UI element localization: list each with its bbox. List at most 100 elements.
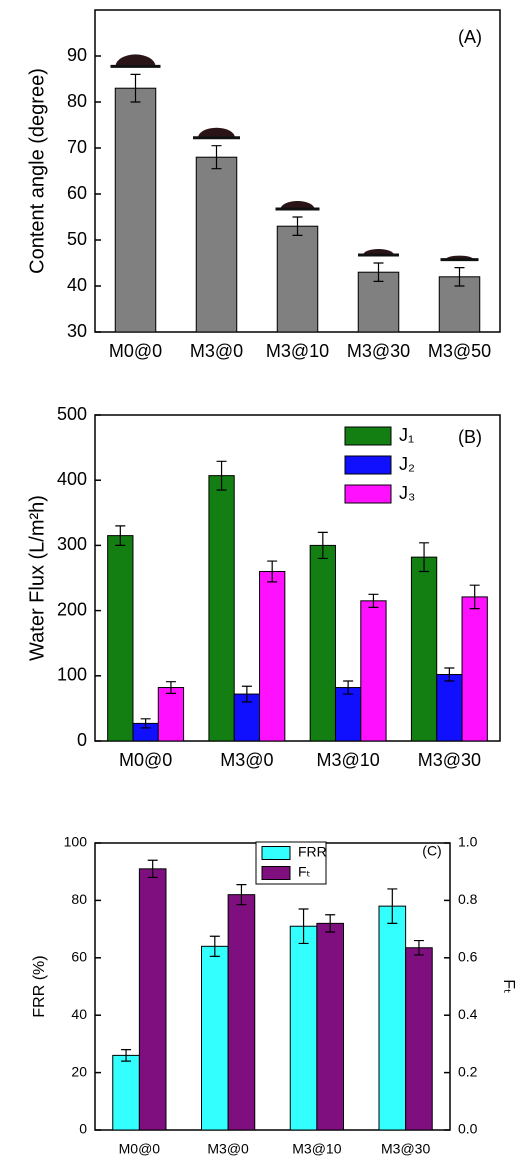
y-tick-label: 80 — [67, 91, 87, 111]
bar — [259, 570, 286, 742]
x-tick-label: M0@0 — [119, 1141, 161, 1157]
bar — [157, 687, 185, 742]
y-tick-label: 200 — [57, 599, 87, 619]
error-bar — [419, 542, 430, 573]
error-bar — [387, 888, 398, 924]
y2-tick-label: 0.2 — [458, 1063, 478, 1079]
x-tick-label: M3@30 — [381, 1141, 430, 1157]
error-bar — [343, 680, 354, 695]
error-bar — [216, 460, 227, 491]
y-tick-label: 100 — [57, 665, 87, 685]
error-bar — [413, 939, 424, 956]
error-bar — [130, 73, 141, 103]
error-bar — [325, 914, 336, 933]
error-bar — [368, 593, 379, 608]
error-bar — [121, 1049, 132, 1062]
bar — [410, 556, 438, 742]
bar — [436, 673, 463, 742]
legend-label: J₃ — [399, 483, 415, 503]
y2-tick-label: 0.8 — [458, 891, 478, 907]
legend-swatch — [344, 426, 392, 446]
y-tick-label: 0 — [77, 730, 87, 750]
error-bar — [147, 859, 158, 879]
error-bar — [444, 667, 455, 682]
bar — [227, 894, 256, 1131]
legend-swatch — [344, 484, 392, 504]
bar — [378, 905, 407, 1131]
y-tick-label: 80 — [71, 891, 87, 907]
error-bar — [292, 216, 303, 236]
x-tick-label: M3@50 — [428, 341, 491, 361]
y-tick-label: 30 — [67, 321, 87, 341]
bar — [201, 945, 229, 1131]
panel-label: (A) — [458, 27, 482, 47]
bar — [208, 475, 235, 742]
droplet — [198, 127, 236, 138]
error-bar — [140, 718, 151, 729]
y2-axis-title: Fₜ — [500, 979, 517, 994]
panel-label: (C) — [422, 843, 441, 859]
bar — [195, 156, 238, 333]
error-bar — [165, 681, 176, 695]
y2-tick-label: 0.0 — [458, 1121, 478, 1137]
bar — [309, 544, 336, 742]
y-tick-label: 60 — [67, 183, 87, 203]
x-tick-label: M3@30 — [418, 750, 481, 770]
y-axis-title: Water Flux (L/m²h) — [26, 495, 48, 661]
y-tick-label: 300 — [57, 534, 87, 554]
x-tick-label: M3@10 — [266, 341, 329, 361]
error-bar — [209, 935, 220, 957]
y2-tick-label: 1.0 — [458, 834, 478, 850]
bar — [276, 225, 319, 333]
y-tick-label: 0 — [79, 1121, 87, 1137]
legend-swatch — [344, 455, 392, 475]
legend-label: FRR — [298, 844, 327, 860]
legend-label: J₁ — [399, 425, 414, 445]
panel-label: (B) — [458, 427, 482, 447]
legend-label: J₂ — [399, 454, 415, 474]
bar — [360, 600, 387, 742]
error-bar — [267, 560, 278, 583]
y-tick-label: 90 — [67, 45, 87, 65]
y-tick-label: 20 — [71, 1063, 87, 1079]
y2-tick-label: 0.4 — [458, 1006, 478, 1022]
y-tick-label: 50 — [67, 229, 87, 249]
error-bar — [298, 908, 309, 945]
y2-tick-label: 0.6 — [458, 949, 478, 965]
y-tick-label: 400 — [57, 469, 87, 489]
bar — [357, 271, 400, 333]
x-tick-label: M3@10 — [316, 750, 379, 770]
x-tick-label: M3@0 — [220, 750, 273, 770]
legend-swatch — [261, 866, 291, 880]
legend-label: Fₜ — [298, 864, 311, 880]
x-tick-label: M0@0 — [119, 750, 172, 770]
bar — [334, 687, 362, 742]
error-bar — [241, 685, 252, 703]
bar — [114, 87, 157, 333]
y-tick-label: 100 — [64, 834, 88, 850]
bar — [138, 868, 167, 1131]
error-bar — [454, 267, 465, 287]
x-tick-label: M3@10 — [292, 1141, 341, 1157]
legend-swatch — [261, 846, 291, 860]
y-tick-label: 70 — [67, 137, 87, 157]
bar — [461, 596, 488, 742]
error-bar — [469, 584, 480, 610]
bar — [405, 947, 433, 1131]
plot-frame — [94, 414, 501, 742]
y-tick-label: 60 — [71, 949, 87, 965]
bar — [316, 922, 344, 1131]
y-tick-label: 40 — [67, 275, 87, 295]
bar — [107, 535, 134, 742]
droplet — [115, 54, 156, 67]
error-bar — [115, 525, 126, 546]
y-tick-label: 40 — [71, 1006, 87, 1022]
error-bar — [236, 884, 247, 906]
x-tick-label: M3@0 — [207, 1141, 249, 1157]
x-tick-label: M0@0 — [109, 341, 162, 361]
error-bar — [373, 262, 384, 282]
error-bar — [211, 145, 222, 170]
y-axis-title: Content angle (degree) — [26, 68, 48, 274]
